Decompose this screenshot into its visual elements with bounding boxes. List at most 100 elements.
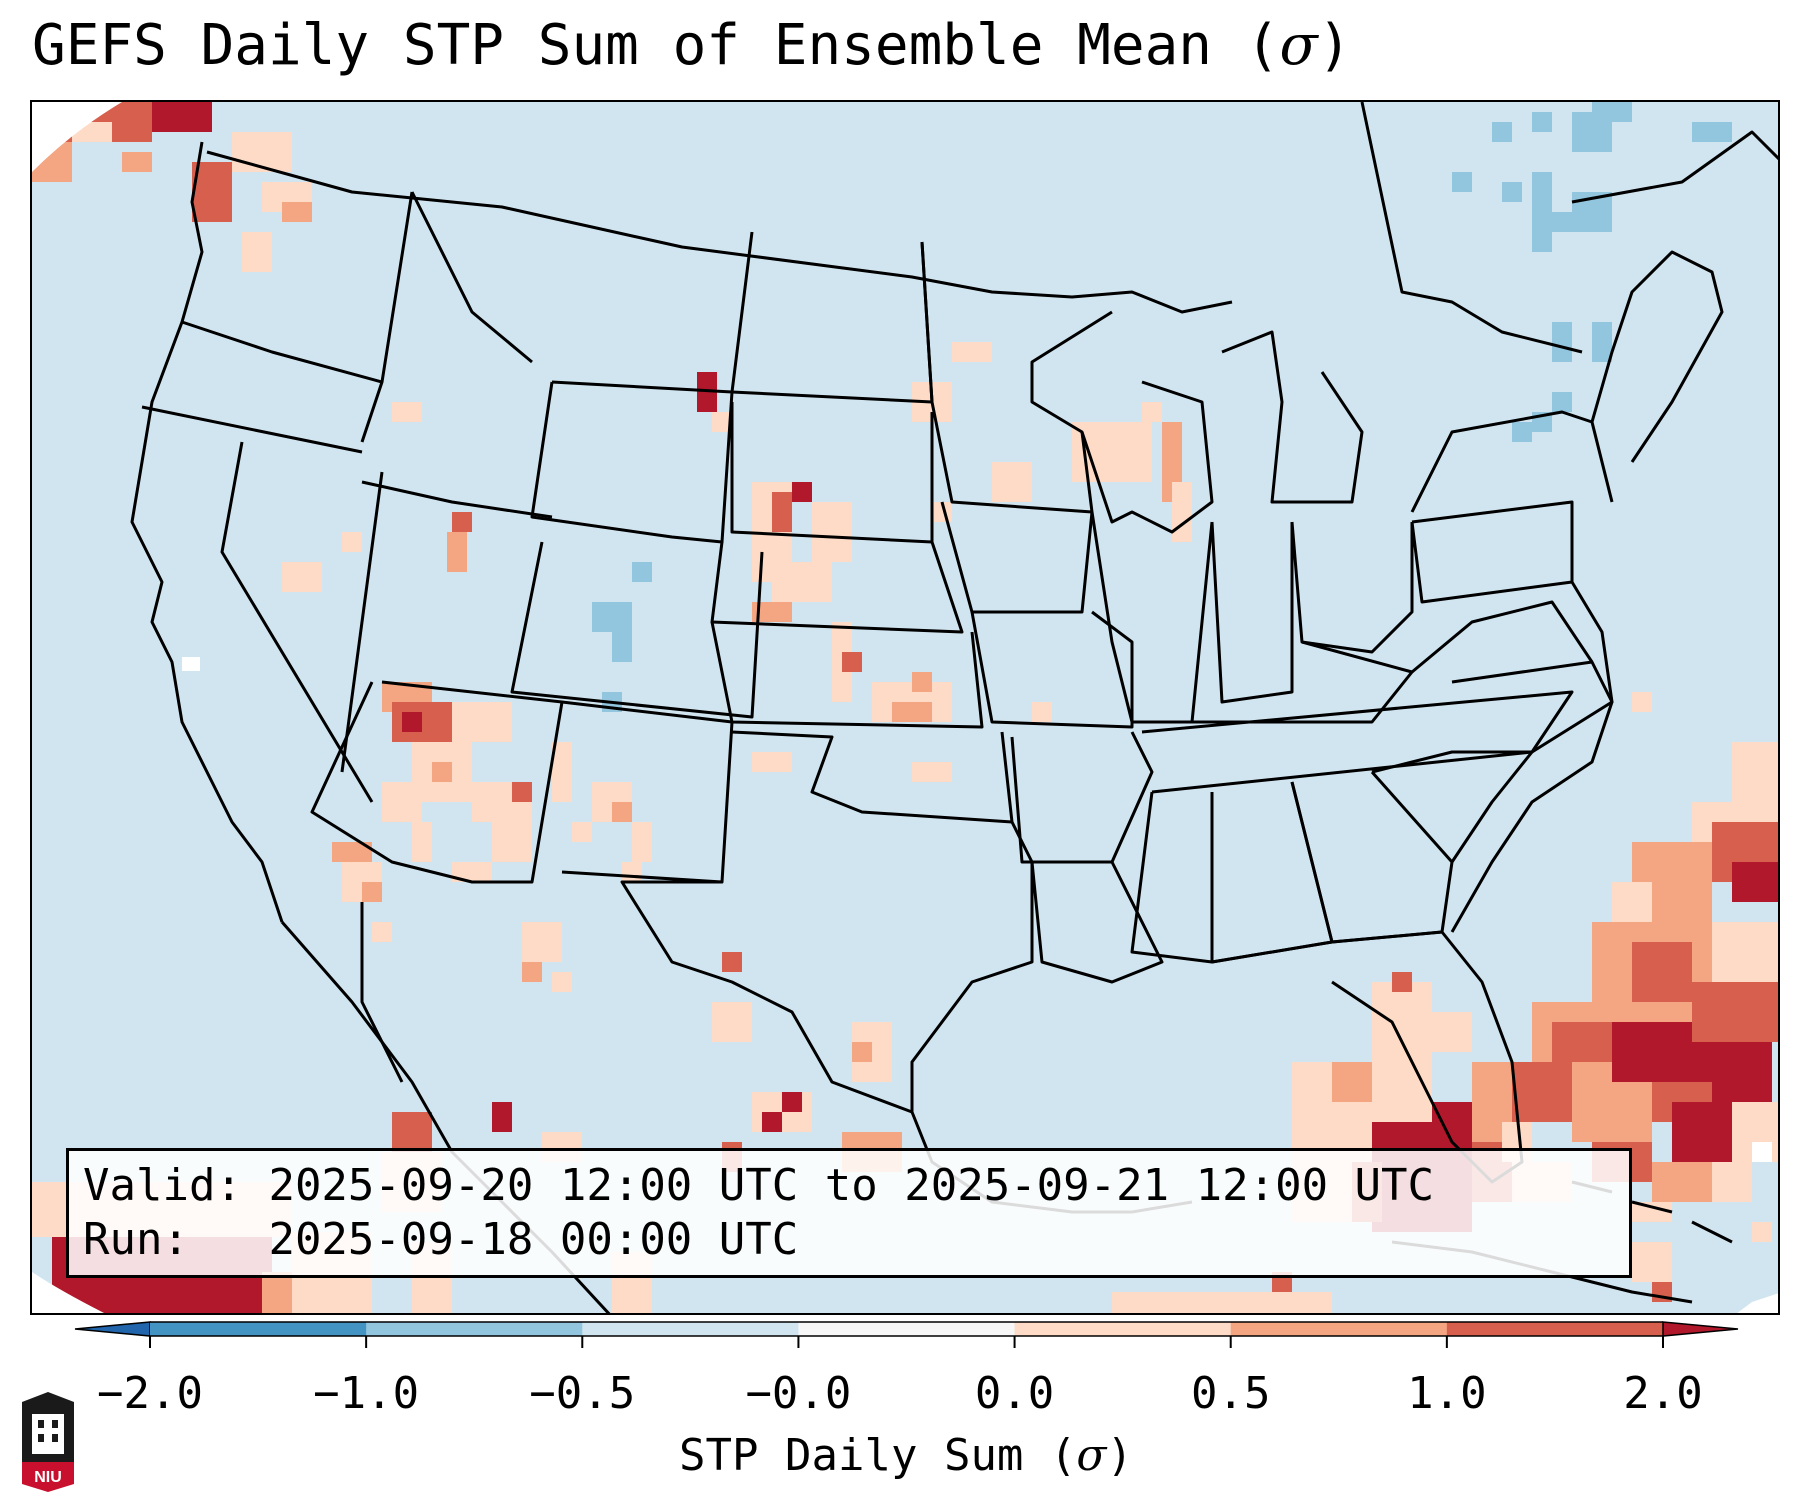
cell	[492, 822, 532, 862]
cell	[1502, 182, 1522, 202]
cell	[362, 882, 382, 902]
cell	[1372, 982, 1432, 1062]
new-england	[1590, 250, 1724, 463]
cell	[1692, 982, 1778, 1042]
cell	[1632, 942, 1692, 1002]
cell	[852, 1042, 872, 1062]
pennsylvania	[1410, 500, 1574, 604]
map-panel[interactable]	[30, 100, 1780, 1315]
cell	[432, 762, 452, 782]
logo-window	[38, 1434, 44, 1442]
cell	[892, 702, 932, 722]
cell	[1752, 1222, 1772, 1242]
cell	[912, 672, 932, 692]
niu-logo: NIU	[22, 1392, 74, 1492]
colorbar-tick-label: 0.0	[974, 1368, 1055, 1419]
cell	[1632, 1202, 1672, 1222]
cell	[512, 782, 532, 802]
chart-title: GEFS Daily STP Sum of Ensemble Mean (σ)	[32, 18, 1351, 74]
border-or-ca	[141, 405, 363, 454]
colorbar-tick-label: −2.0	[97, 1368, 203, 1419]
us-canada-border	[206, 150, 1233, 314]
cell	[1552, 212, 1612, 232]
title-sigma: σ	[1279, 13, 1318, 78]
cell	[712, 1002, 752, 1042]
cell	[1112, 422, 1152, 482]
cell	[1652, 1162, 1712, 1202]
east-coast	[1450, 581, 1614, 933]
colorbar-segment	[150, 1322, 367, 1336]
colorbar-segment	[366, 1322, 583, 1336]
colorbar-extend-low	[74, 1321, 151, 1337]
kentucky	[1172, 640, 1414, 724]
north-carolina	[1451, 660, 1614, 754]
cell	[1572, 1082, 1652, 1142]
ohio	[1290, 521, 1414, 654]
iowa	[940, 501, 1094, 614]
projection-edge	[32, 1272, 105, 1313]
cell	[1172, 482, 1192, 542]
michigan	[1221, 330, 1364, 504]
colorado	[510, 541, 764, 719]
border-nv-ut	[340, 471, 384, 773]
projection-edge	[32, 102, 122, 172]
south-carolina	[1371, 750, 1534, 863]
colorbar-segment	[798, 1322, 1016, 1336]
logo-window	[52, 1420, 58, 1428]
canada-coast	[1571, 130, 1778, 204]
projection-edge	[1737, 1293, 1778, 1313]
border-mt-id	[410, 191, 533, 364]
cell	[402, 712, 422, 732]
cell	[552, 742, 572, 802]
cell	[992, 462, 1032, 502]
cell	[412, 822, 432, 862]
cell	[772, 562, 832, 602]
logo-window	[38, 1420, 44, 1428]
colorbar-tick-label: −0.5	[529, 1368, 636, 1419]
cell	[762, 1112, 782, 1132]
cell	[1392, 972, 1412, 992]
cell	[452, 702, 512, 742]
cell	[1532, 212, 1552, 252]
cell	[912, 762, 952, 782]
colorbar-extend-high	[1662, 1321, 1739, 1337]
cell	[952, 342, 992, 362]
oklahoma	[731, 730, 1014, 824]
logo-text: NIU	[34, 1469, 62, 1486]
cell	[1612, 882, 1652, 922]
west-coast	[130, 141, 284, 923]
cell	[1552, 322, 1572, 362]
colorbar-segment	[1446, 1322, 1664, 1336]
nebraska	[710, 541, 964, 634]
cell	[552, 972, 572, 992]
colorbar-tick-label: 0.5	[1190, 1368, 1271, 1419]
cell	[1632, 1242, 1672, 1282]
colorbar-segment	[582, 1322, 799, 1336]
minnesota	[920, 241, 1113, 514]
title-text: GEFS Daily STP Sum of Ensemble Mean (	[32, 13, 1280, 78]
cell	[1672, 1102, 1732, 1162]
colorbar-tick-label: −0.0	[745, 1368, 852, 1419]
colorbar-segment	[1230, 1322, 1448, 1336]
arkansas	[1010, 731, 1154, 864]
texas	[620, 821, 1034, 1114]
cell	[1552, 392, 1572, 412]
cell	[622, 862, 642, 882]
cell	[722, 952, 742, 972]
tennessee	[1141, 690, 1574, 794]
georgia	[1290, 771, 1454, 944]
border-id-west	[360, 191, 414, 443]
valid-label: Valid:	[83, 1160, 242, 1211]
kansas	[710, 621, 984, 729]
colorbar-segment	[1014, 1322, 1232, 1336]
cell	[152, 102, 212, 132]
wisconsin	[1080, 380, 1214, 534]
cell	[612, 632, 632, 662]
louisiana	[1030, 861, 1164, 984]
cell	[372, 922, 392, 942]
logo-window	[52, 1434, 58, 1442]
cell	[1692, 122, 1732, 142]
cell	[1452, 172, 1472, 192]
cell	[1112, 1292, 1332, 1313]
map-canvas[interactable]	[32, 102, 1780, 1315]
